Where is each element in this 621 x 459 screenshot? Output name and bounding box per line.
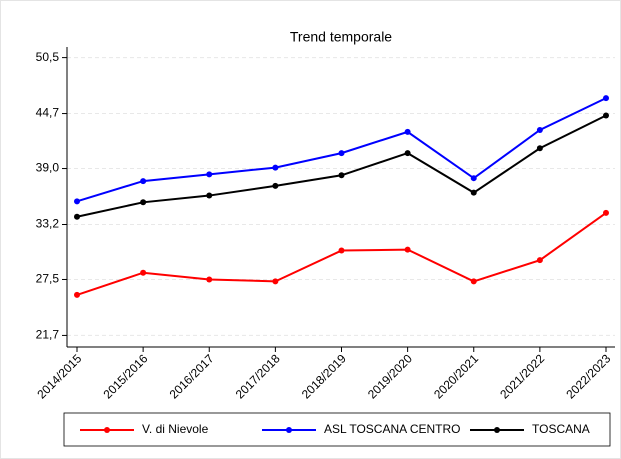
legend-label: TOSCANA (532, 422, 590, 436)
point (536, 126, 543, 133)
legend-dot (494, 427, 500, 433)
point (206, 171, 213, 178)
point (470, 175, 477, 182)
chart-title: Trend temporale (290, 29, 392, 45)
y-tick-label: 39,0 (36, 161, 60, 175)
point (404, 246, 411, 253)
point (536, 257, 543, 264)
point (206, 192, 213, 199)
y-tick-label: 33,2 (36, 217, 60, 231)
point (74, 213, 80, 220)
point (338, 172, 345, 179)
point (338, 150, 345, 157)
point (404, 150, 411, 157)
point (272, 164, 279, 171)
point (272, 182, 279, 189)
point (603, 209, 609, 216)
point (272, 278, 279, 285)
point (74, 198, 80, 205)
point (603, 95, 609, 102)
point (140, 269, 147, 276)
legend-label: ASL TOSCANA CENTRO (324, 422, 460, 436)
y-tick-label: 21,7 (36, 328, 60, 342)
point (603, 112, 609, 119)
point (470, 189, 477, 196)
y-tick-label: 27,5 (36, 272, 60, 286)
point (140, 178, 147, 185)
point (338, 247, 345, 254)
point (206, 276, 213, 283)
legend-dot (104, 427, 110, 433)
point (140, 199, 147, 206)
point (74, 291, 80, 298)
point (536, 145, 543, 152)
y-tick-label: 50,5 (36, 50, 60, 64)
legend-dot (286, 427, 292, 433)
y-tick-label: 44,7 (36, 106, 60, 120)
point (404, 128, 411, 135)
point (470, 278, 477, 285)
legend-label: V. di Nievole (142, 422, 209, 436)
